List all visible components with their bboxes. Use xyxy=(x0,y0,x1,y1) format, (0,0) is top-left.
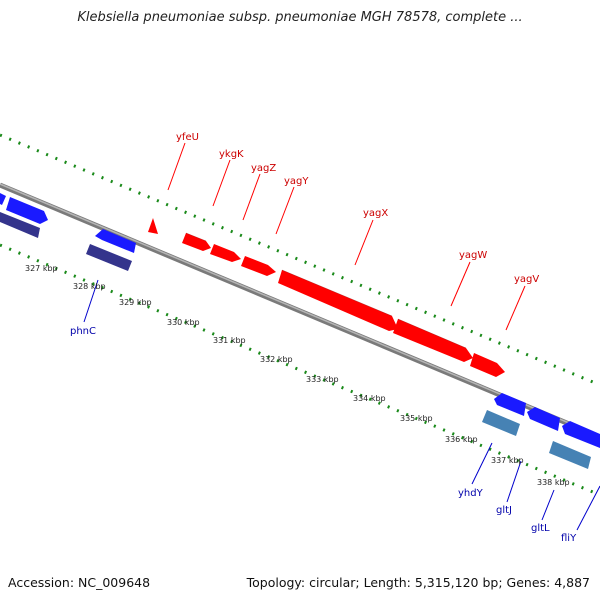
tick-label: 334 kbp xyxy=(353,394,386,403)
gene-left-c[interactable] xyxy=(0,212,40,238)
gene-phnC[interactable] xyxy=(95,229,136,253)
tick-label: 332 kbp xyxy=(260,355,293,364)
reverse-genes xyxy=(0,193,600,469)
gene-yfeU[interactable] xyxy=(148,218,158,234)
gene-yagY[interactable] xyxy=(241,256,276,276)
gene-yagW[interactable] xyxy=(393,319,473,362)
label-yfeU: yfeU xyxy=(176,132,199,143)
label-gltL: gltL xyxy=(531,523,550,534)
reverse-gene-labels: phnC yhdY gltJ gltL fliY xyxy=(70,326,577,544)
label-yagZ: yagZ xyxy=(251,163,276,174)
tick-label: 329 kbp xyxy=(119,298,152,307)
forward-genes xyxy=(148,218,505,377)
tick-label: 336 kbp xyxy=(445,435,478,444)
gene-yhdY[interactable] xyxy=(494,393,526,416)
label-phnC: phnC xyxy=(70,326,96,337)
gene-yagX[interactable] xyxy=(278,270,398,331)
gene-gltL-rna[interactable] xyxy=(549,441,591,469)
gene-gltJ[interactable] xyxy=(527,407,560,431)
label-ykgK: ykgK xyxy=(219,149,244,160)
gene-yhdY-rna[interactable] xyxy=(482,410,520,436)
accession-text: Accession: NC_009648 xyxy=(8,575,151,590)
gene-left-a[interactable] xyxy=(0,193,6,205)
label-fliY: fliY xyxy=(561,533,577,544)
gene-yagV[interactable] xyxy=(470,353,505,377)
map-title: Klebsiella pneumoniae subsp. pneumoniae … xyxy=(77,10,523,25)
gene-left-b[interactable] xyxy=(6,197,48,224)
genome-summary-text: Topology: circular; Length: 5,315,120 bp… xyxy=(246,575,590,590)
tick-label: 335 kbp xyxy=(400,414,433,423)
tick-label: 338 kbp xyxy=(537,478,570,487)
tick-label: 327 kbp xyxy=(25,264,58,273)
label-gltJ: gltJ xyxy=(496,505,512,516)
gene-gltL[interactable] xyxy=(562,421,600,448)
label-yagY: yagY xyxy=(284,176,309,187)
inner-tick-ring xyxy=(0,243,600,497)
tick-label: 331 kbp xyxy=(213,336,246,345)
kbp-scale-labels: 327 kbp 328 kbp 329 kbp 330 kbp 331 kbp … xyxy=(25,264,570,487)
outer-tick-ring xyxy=(0,133,600,387)
tick-label: 328 kbp xyxy=(73,282,106,291)
label-yagX: yagX xyxy=(363,208,388,219)
forward-gene-labels: yfeU ykgK yagZ yagY yagX yagW yagV xyxy=(176,132,539,285)
label-leaders xyxy=(83,142,600,531)
tick-label: 333 kbp xyxy=(306,375,339,384)
label-yhdY: yhdY xyxy=(458,488,484,499)
gene-yagZ[interactable] xyxy=(210,244,241,262)
gene-ykgK[interactable] xyxy=(182,233,211,251)
tick-label: 337 kbp xyxy=(491,456,524,465)
tick-label: 330 kbp xyxy=(167,318,200,327)
label-yagV: yagV xyxy=(514,274,539,285)
label-yagW: yagW xyxy=(459,250,487,261)
gene-phnC-alt[interactable] xyxy=(86,244,132,271)
